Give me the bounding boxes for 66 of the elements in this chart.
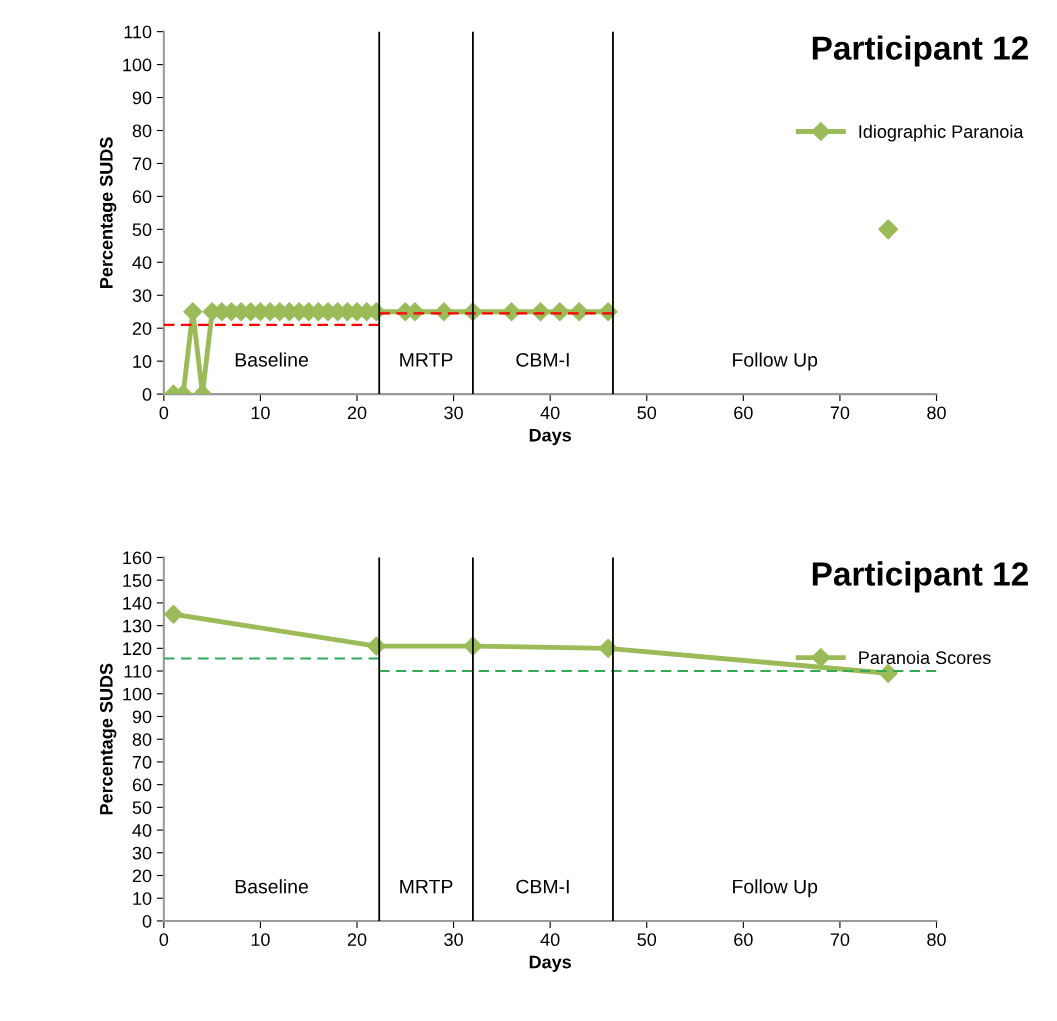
- y-tick-label: 90: [132, 91, 152, 105]
- x-tick-label: 70: [830, 933, 850, 947]
- y-tick-label: 140: [123, 596, 152, 610]
- y-tick-label: 10: [133, 355, 152, 368]
- y-tick-label: 100: [123, 58, 152, 72]
- y-tick-label: 100: [123, 687, 152, 701]
- x-tick-label: 70: [830, 406, 850, 420]
- annotation: Follow Up: [733, 879, 818, 898]
- y-tick-label: 130: [123, 619, 152, 633]
- annotation: MRTP: [400, 353, 453, 367]
- legend-label: Paranoia Scores: [859, 650, 991, 665]
- annotation: Baseline: [235, 879, 308, 894]
- x-tick-label: 30: [444, 933, 463, 947]
- x-axis-title: Days: [529, 955, 572, 972]
- y-tick-label: 70: [132, 755, 152, 769]
- chart-title: Participant 12: [812, 35, 1028, 67]
- x-tick-label: 20: [347, 933, 367, 947]
- y-tick-label: 110: [124, 25, 152, 39]
- y-tick-label: 50: [132, 801, 152, 815]
- x-tick-label: 80: [927, 406, 946, 420]
- x-tick-label: 80: [927, 933, 946, 947]
- y-tick-label: 20: [132, 869, 152, 883]
- y-tick-label: 0: [142, 914, 152, 928]
- x-tick-label: 10: [251, 933, 270, 947]
- x-tick-label: 50: [637, 933, 657, 947]
- y-tick-label: 0: [142, 388, 152, 401]
- annotation: CBM-I: [516, 352, 569, 367]
- y-tick-label: 50: [132, 223, 152, 237]
- y-tick-label: 60: [132, 190, 152, 204]
- y-tick-label: 60: [132, 778, 152, 792]
- annotation: Baseline: [235, 352, 308, 367]
- x-tick-label: 60: [734, 406, 753, 420]
- y-tick-label: 120: [123, 642, 152, 656]
- x-tick-label: 30: [444, 406, 463, 420]
- y-tick-label: 80: [132, 124, 152, 138]
- x-tick-label: 50: [637, 406, 657, 420]
- x-axis-title: Days: [529, 428, 572, 446]
- y-tick-label: 110: [124, 664, 152, 678]
- y-tick-label: 10: [133, 892, 152, 905]
- y-axis-title: Percentage SUDS: [99, 137, 117, 288]
- x-tick-label: 40: [540, 406, 560, 420]
- y-axis-title: Percentage SUDS: [99, 663, 117, 815]
- y-tick-label: 90: [132, 710, 152, 724]
- point: [878, 663, 898, 683]
- annotation: Follow Up: [733, 352, 818, 371]
- y-tick-label: 80: [132, 733, 152, 746]
- x-tick-label: 20: [347, 406, 367, 420]
- annotation: MRTP: [400, 879, 453, 894]
- x-tick-label: 10: [251, 406, 270, 420]
- y-tick-label: 150: [123, 574, 152, 587]
- point: [163, 604, 184, 624]
- annotation: CBM-I: [516, 879, 569, 894]
- x-tick-label: 60: [734, 933, 753, 947]
- x-tick-label: 40: [540, 933, 560, 947]
- y-tick-label: 30: [132, 846, 152, 860]
- point: [598, 638, 618, 658]
- x-tick-label: 0: [159, 933, 169, 947]
- x-tick-label: 0: [159, 406, 169, 420]
- chart-title: Participant 12: [812, 561, 1028, 593]
- y-tick-label: 160: [123, 551, 152, 565]
- legend-label: Idiographic Paranoia: [859, 124, 1024, 142]
- y-tick-label: 30: [132, 289, 152, 302]
- y-tick-label: 40: [132, 256, 152, 270]
- y-tick-label: 40: [132, 824, 152, 837]
- y-tick-label: 70: [132, 157, 152, 171]
- y-tick-label: 20: [132, 322, 152, 335]
